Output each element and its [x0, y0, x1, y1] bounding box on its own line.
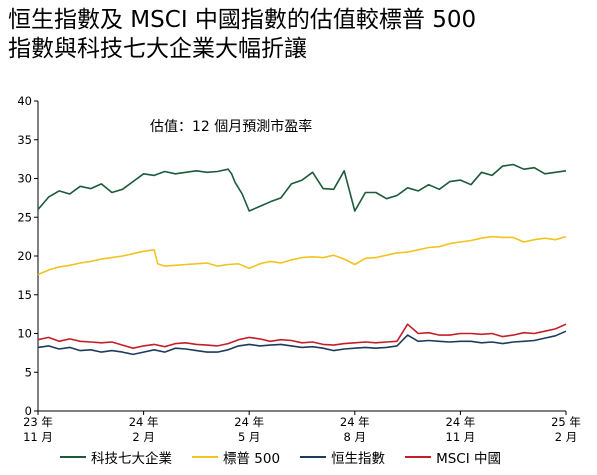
- x-tick-label-month: 2 月: [555, 430, 577, 444]
- x-tick-label-year: 25 年: [551, 415, 581, 429]
- chart-title-line2: 指數與科技七大企業大幅折讓: [8, 36, 307, 62]
- legend-label: 科技七大企業: [91, 451, 172, 467]
- legend-item: 標普 500: [192, 447, 280, 467]
- x-tick-label-year: 24 年: [446, 415, 476, 429]
- y-tick-label: 15: [17, 288, 32, 302]
- y-tick-label: 30: [17, 172, 32, 186]
- chart-title: 恒生指數及 MSCI 中國指數的估值較標普 500 指數與科技七大企業大幅折讓: [8, 6, 593, 64]
- legend-swatch: [300, 456, 327, 458]
- chart-annotation: 估值：12 個月預測市盈率: [150, 118, 312, 135]
- legend-swatch: [192, 456, 218, 458]
- y-tick-label: 5: [25, 365, 32, 379]
- y-tick-label: 0: [25, 404, 32, 418]
- chart-legend: 科技七大企業 標普 500 恒生指數 MSCI 中國: [60, 446, 580, 468]
- x-tick-label-month: 11 月: [446, 430, 476, 444]
- x-tick-label-month: 2 月: [132, 430, 154, 444]
- x-tick-label-year: 24 年: [129, 415, 159, 429]
- x-tick-label-month: 5 月: [238, 430, 260, 444]
- legend-label: 恒生指數: [331, 451, 386, 467]
- series-line-2: [37, 235, 567, 276]
- series-line-3: [37, 330, 567, 356]
- x-tick-label-year: 24 年: [234, 415, 264, 429]
- series-line-4: [37, 323, 567, 350]
- series-lines: [37, 163, 567, 356]
- y-tick-label: 20: [17, 249, 32, 263]
- y-ticks: 0 5 10 15 20 25 30 35 40: [17, 94, 38, 418]
- legend-label: 標普 500: [223, 451, 281, 467]
- legend-swatch: [60, 456, 86, 458]
- y-tick-label: 40: [17, 94, 32, 108]
- legend-item: MSCI 中國: [405, 447, 501, 467]
- x-tick-label-month: 11 月: [23, 430, 53, 444]
- legend-item: 科技七大企業: [60, 447, 172, 467]
- y-tick-label: 35: [17, 133, 32, 147]
- x-tick-label-year: 24 年: [340, 415, 370, 429]
- legend-item: 恒生指數: [300, 447, 385, 467]
- x-tick-label-year: 23 年: [23, 415, 53, 429]
- series-line-1: [37, 163, 567, 212]
- y-tick-label: 25: [17, 210, 32, 224]
- chart-title-line1: 恒生指數及 MSCI 中國指數的估值較標普 500: [8, 7, 477, 33]
- legend-label: MSCI 中國: [436, 451, 501, 467]
- legend-swatch: [405, 456, 432, 458]
- x-ticks: 23 年11 月24 年2 月24 年5 月24 年8 月24 年11 月25 …: [23, 411, 581, 444]
- x-tick-label-month: 8 月: [344, 430, 366, 444]
- y-tick-label: 10: [17, 327, 32, 341]
